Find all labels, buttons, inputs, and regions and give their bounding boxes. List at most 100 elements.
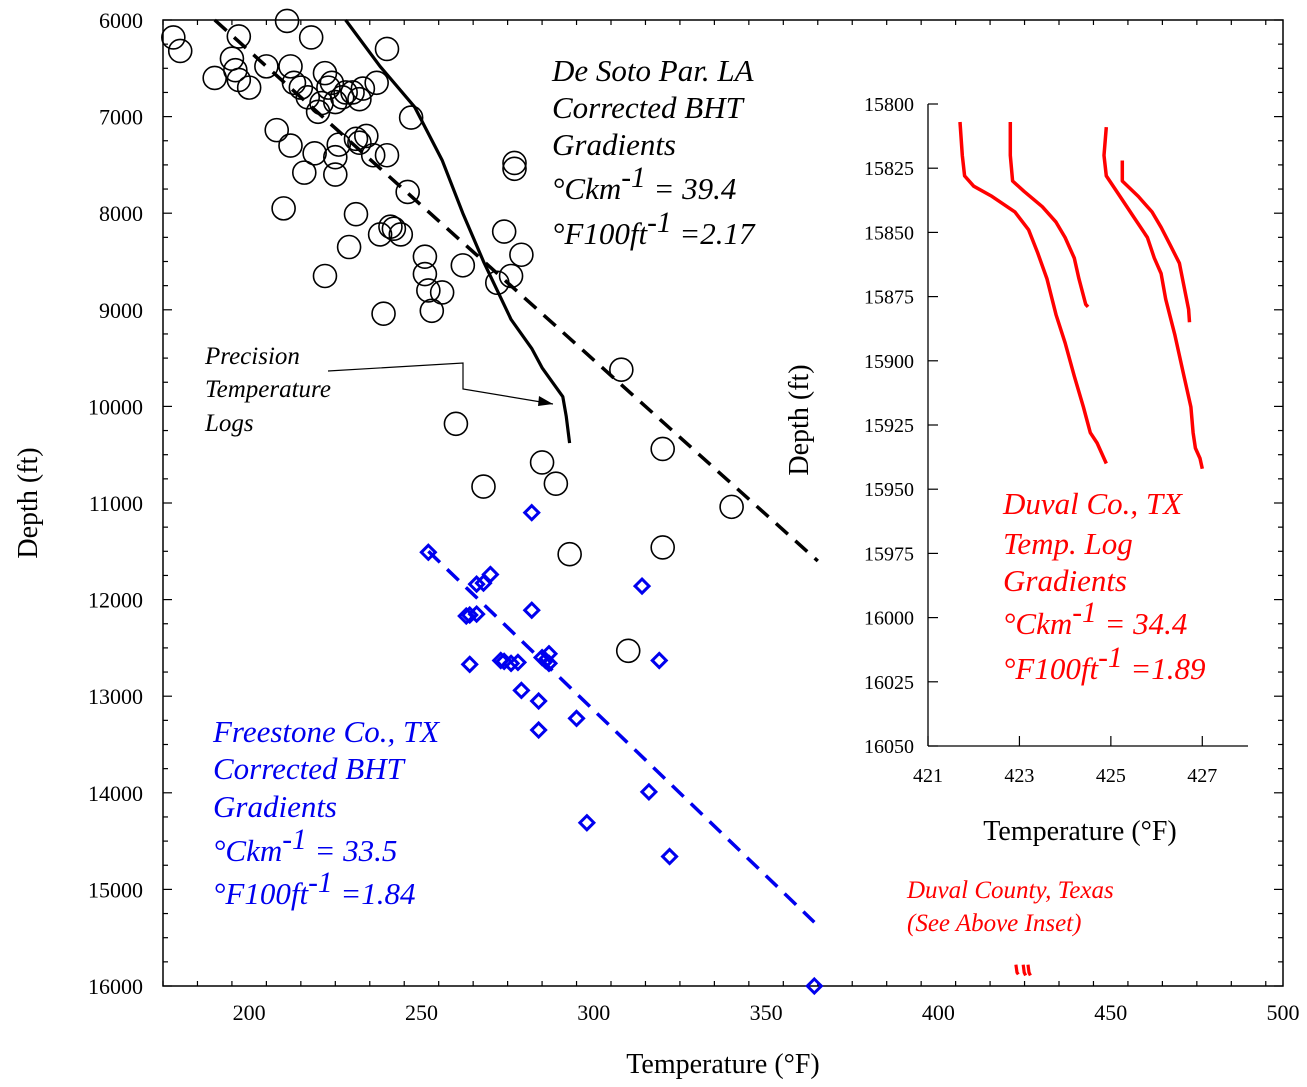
bht-point bbox=[529, 450, 555, 475]
precision-label-1: Precision bbox=[204, 343, 300, 370]
bht-point bbox=[254, 54, 279, 79]
bht-point bbox=[274, 8, 300, 34]
bht-point bbox=[498, 263, 524, 289]
precision-label-3: Logs bbox=[204, 410, 254, 437]
inset-y-tick-label: 15975 bbox=[864, 543, 914, 565]
desoto-gradient-c: °Ckm-1 = 39.4 bbox=[552, 162, 736, 206]
bht-point bbox=[412, 261, 438, 287]
inset-temperature-log bbox=[958, 121, 1108, 465]
inset-x-tick-label: 425 bbox=[1096, 765, 1126, 787]
bht-point bbox=[329, 84, 355, 110]
bht-point bbox=[491, 651, 510, 670]
bht-point bbox=[805, 976, 824, 996]
bht-point bbox=[508, 653, 528, 672]
trend-line bbox=[427, 550, 816, 924]
bht-point bbox=[288, 75, 314, 100]
inset-x-tick-label: 427 bbox=[1187, 765, 1217, 787]
inset-y-tick-label: 15950 bbox=[864, 479, 914, 501]
duval-note-1: Duval County, Texas bbox=[906, 877, 1114, 904]
bht-point bbox=[360, 142, 386, 168]
y-tick-label: 13000 bbox=[88, 684, 143, 709]
bht-point bbox=[161, 25, 186, 50]
y-axis-label: Depth (ft) bbox=[13, 447, 44, 558]
duval-temperature-log bbox=[1014, 964, 1020, 976]
bht-point bbox=[309, 90, 334, 116]
precision-arrowhead bbox=[538, 396, 553, 406]
bht-point bbox=[522, 601, 541, 620]
y-tick-label: 9000 bbox=[99, 298, 143, 323]
inset-temperature-log bbox=[1120, 160, 1192, 323]
x-tick-label: 250 bbox=[405, 1000, 438, 1025]
duval-title: Duval Co., TX bbox=[1002, 486, 1183, 521]
inset-y-tick-label: 15925 bbox=[864, 415, 914, 437]
bht-point bbox=[471, 474, 496, 499]
bht-point bbox=[609, 357, 634, 382]
bht-point bbox=[271, 196, 296, 221]
inset-y-tick-label: 15800 bbox=[864, 94, 914, 116]
inset-y-tick-label: 15875 bbox=[864, 287, 914, 309]
y-tick-label: 6000 bbox=[99, 8, 143, 33]
bht-point bbox=[398, 105, 424, 130]
bht-point bbox=[364, 70, 389, 96]
bht-point bbox=[539, 654, 559, 673]
bht-point bbox=[323, 162, 348, 187]
bht-point bbox=[529, 691, 548, 711]
inset-x-tick-label: 421 bbox=[913, 765, 943, 787]
bht-point bbox=[443, 411, 469, 437]
bht-point bbox=[291, 160, 317, 185]
bht-point bbox=[167, 38, 193, 64]
x-tick-label: 400 bbox=[922, 1000, 955, 1025]
bht-point bbox=[298, 25, 324, 50]
bht-point bbox=[340, 80, 365, 105]
inset-y-axis-label: Depth (ft) bbox=[784, 364, 815, 475]
desoto-line-3: Gradients bbox=[552, 127, 676, 162]
inset-y-tick-label: 16050 bbox=[864, 736, 914, 758]
x-tick-label: 450 bbox=[1094, 1000, 1127, 1025]
bht-point bbox=[502, 156, 527, 182]
x-tick-label: 350 bbox=[750, 1000, 783, 1025]
bht-point bbox=[281, 70, 307, 96]
inset-y-tick-label: 16000 bbox=[864, 608, 914, 630]
bht-point bbox=[660, 847, 679, 866]
duval-temperature-log bbox=[1021, 964, 1028, 977]
bht-point bbox=[312, 60, 338, 86]
y-tick-label: 14000 bbox=[88, 781, 143, 806]
inset-y-tick-label: 15825 bbox=[864, 158, 914, 180]
bht-point bbox=[416, 278, 441, 303]
bht-point bbox=[429, 280, 455, 305]
bht-point bbox=[484, 270, 510, 296]
bht-point bbox=[326, 132, 352, 157]
bht-point bbox=[278, 54, 303, 79]
bht-point bbox=[202, 65, 227, 91]
precision-label-2: Temperature bbox=[205, 376, 331, 403]
bht-point bbox=[419, 298, 445, 324]
inset-y-tick-label: 16025 bbox=[864, 672, 914, 694]
bht-point bbox=[481, 565, 500, 584]
bht-point bbox=[467, 604, 486, 624]
duval-gradient-c: °Ckm-1 = 34.4 bbox=[1003, 597, 1187, 641]
bht-point bbox=[501, 654, 521, 673]
bht-point bbox=[316, 75, 341, 100]
bht-point bbox=[323, 144, 348, 170]
bht-point bbox=[347, 86, 372, 112]
bht-point bbox=[350, 76, 376, 101]
bht-point bbox=[512, 681, 531, 700]
desoto-line-2: Corrected BHT bbox=[552, 90, 746, 125]
bht-point bbox=[371, 301, 396, 326]
desoto-title: De Soto Par. LA bbox=[551, 53, 755, 88]
duval-line-3: Gradients bbox=[1003, 563, 1127, 598]
x-tick-label: 500 bbox=[1267, 1000, 1300, 1025]
x-axis-label: Temperature (°F) bbox=[626, 1049, 819, 1080]
bht-point bbox=[719, 494, 744, 520]
freestone-line-3: Gradients bbox=[213, 789, 337, 824]
freestone-title: Freestone Co., TX bbox=[212, 714, 440, 749]
freestone-line-2: Corrected BHT bbox=[213, 751, 407, 786]
bht-point bbox=[650, 535, 675, 560]
bht-point bbox=[639, 782, 659, 801]
duval-note-2: (See Above Inset) bbox=[907, 910, 1081, 937]
bht-point bbox=[509, 242, 534, 268]
bht-point bbox=[467, 575, 486, 594]
bht-point bbox=[460, 655, 479, 674]
desoto-gradient-f: °F100ft-1 =2.17 bbox=[552, 207, 756, 251]
bht-point bbox=[343, 126, 369, 152]
